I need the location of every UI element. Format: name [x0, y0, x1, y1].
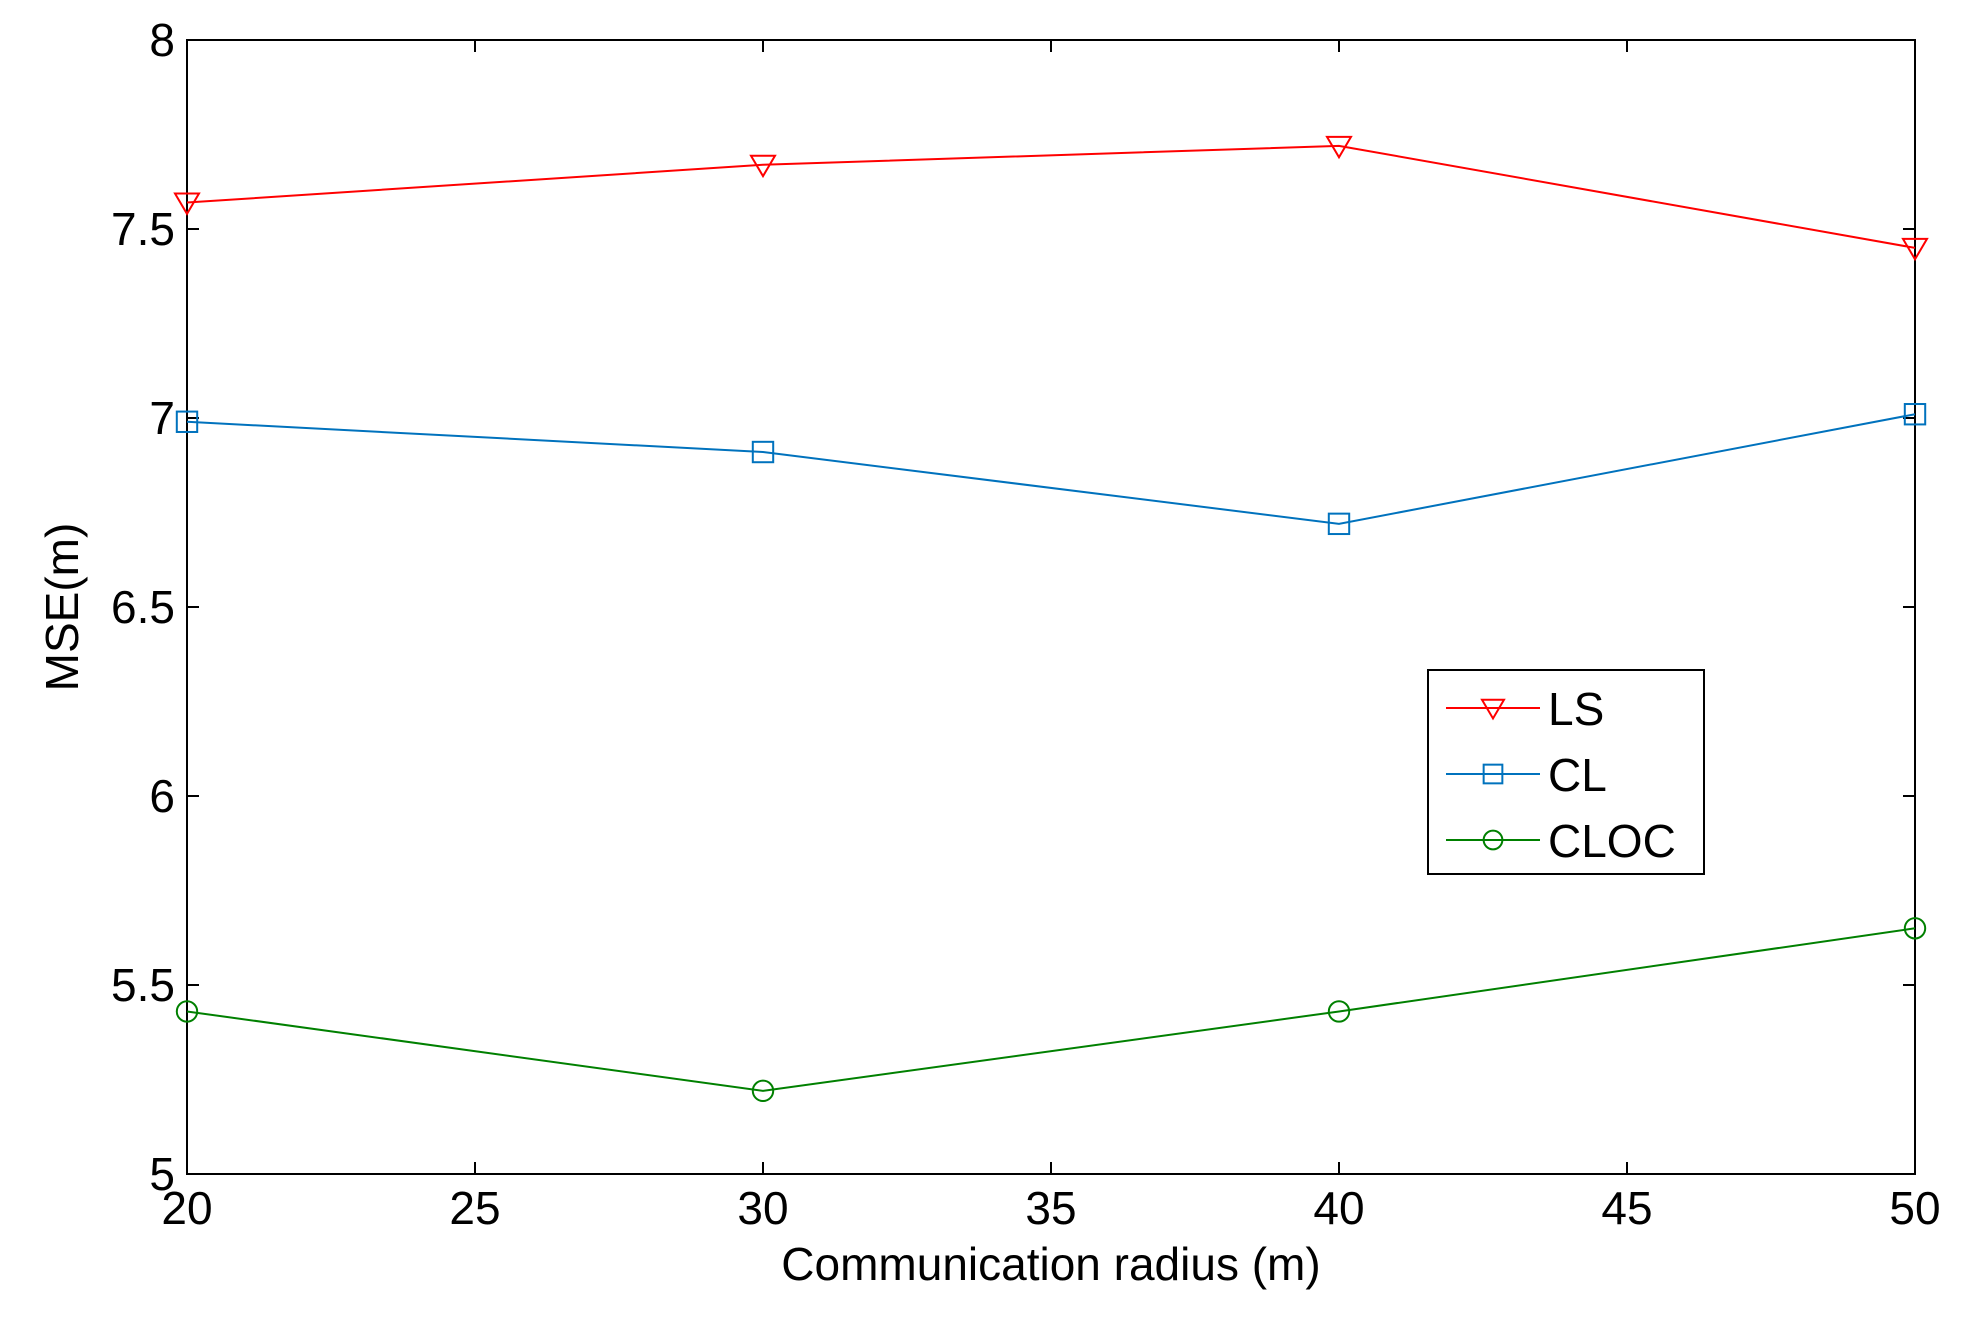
data-point-cl	[1327, 512, 1351, 536]
data-point-ls	[173, 192, 201, 216]
y-tick-label: 6	[149, 770, 175, 822]
legend-marker	[1482, 829, 1504, 851]
series-ls	[173, 135, 1929, 262]
legend-marker	[1480, 698, 1506, 721]
data-point-cloc	[1327, 1000, 1351, 1023]
legend-label: CL	[1548, 749, 1607, 801]
legend-entry-ls: LS	[1446, 683, 1604, 735]
y-tick-label: 7.5	[111, 203, 175, 255]
series-cl	[175, 403, 1927, 536]
y-tick-label: 6.5	[111, 581, 175, 633]
x-tick-label: 35	[1025, 1182, 1076, 1234]
axis-tick-labels: 20 25 30 35 40 45 50 5 5.5 6 6.5 7 7.5 8	[111, 14, 1941, 1234]
data-point-cl	[175, 410, 199, 433]
legend-marker	[1482, 763, 1504, 785]
y-tick-label: 7	[149, 392, 175, 444]
series-cloc	[175, 917, 1927, 1103]
y-tick-label: 5.5	[111, 959, 175, 1011]
data-point-cloc	[1903, 917, 1927, 940]
x-tick-label: 45	[1601, 1182, 1652, 1234]
x-tick-label: 40	[1313, 1182, 1364, 1234]
data-point-cloc	[751, 1079, 775, 1103]
data-point-ls	[749, 154, 777, 179]
series-line-cl	[186, 413, 1916, 525]
y-tick-label: 8	[149, 14, 175, 66]
legend-label: CLOC	[1548, 815, 1676, 867]
data-point-ls	[1325, 135, 1353, 160]
data-point-cl	[751, 440, 775, 464]
x-axis-label: Communication radius (m)	[781, 1238, 1320, 1290]
legend-entry-cl: CL	[1446, 749, 1607, 801]
data-point-ls	[1901, 237, 1929, 262]
legend-label: LS	[1548, 683, 1604, 735]
y-axis-label: MSE(m)	[36, 523, 88, 692]
series-line-ls	[186, 144, 1916, 249]
data-point-cl	[1903, 403, 1927, 426]
series-line-cloc	[186, 927, 1916, 1092]
x-tick-label: 50	[1889, 1182, 1940, 1234]
x-tick-label: 25	[449, 1182, 500, 1234]
legend-entry-cloc: CLOC	[1446, 815, 1676, 867]
data-point-cloc	[175, 1000, 199, 1023]
x-tick-label: 30	[737, 1182, 788, 1234]
y-tick-label: 5	[149, 1148, 175, 1200]
plot-area	[186, 39, 1916, 1175]
legend: LS CL CLOC	[1427, 669, 1705, 875]
x-tick-label: 20	[161, 1182, 212, 1234]
series-layer	[173, 135, 1929, 1103]
